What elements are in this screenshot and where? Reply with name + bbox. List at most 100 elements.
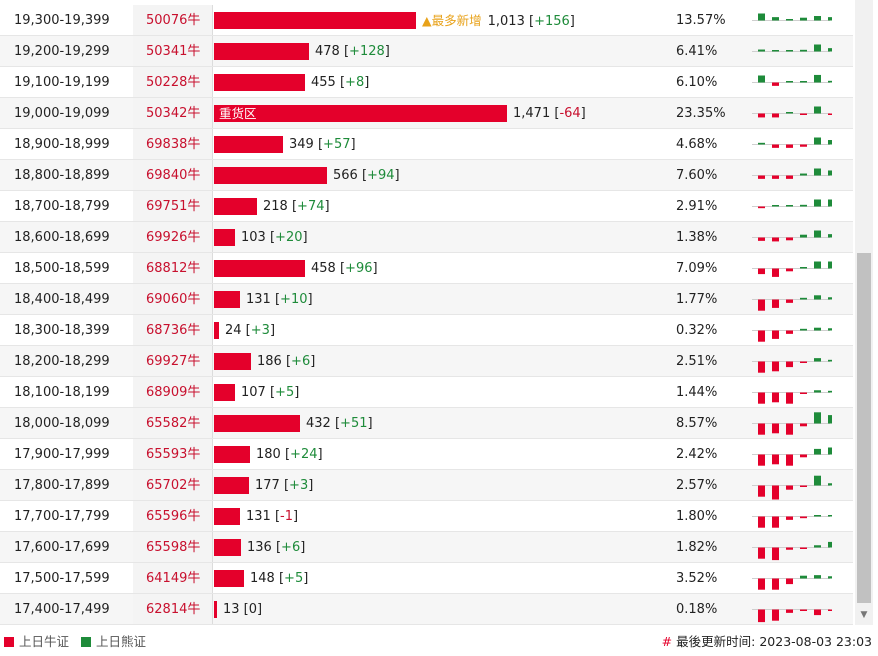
percent-share: 8.57% — [676, 416, 718, 431]
table-row: 19,200-19,299 50341牛 478 [+128] 6.41% — [0, 36, 853, 67]
sparkline-bar — [758, 547, 765, 559]
cbbc-code-link[interactable]: 62814牛 — [146, 602, 201, 617]
volume-value: 566 [+94] — [333, 168, 400, 183]
cbbc-code-link[interactable]: 65593牛 — [146, 447, 201, 462]
sparkline-bar — [828, 359, 832, 362]
sparkline-bar — [772, 268, 779, 277]
cbbc-code-link[interactable]: 68736牛 — [146, 323, 201, 338]
cbbc-code-link[interactable]: 69840牛 — [146, 168, 201, 183]
code-cell — [133, 160, 213, 190]
volume-value: 131 [-1] — [246, 509, 299, 524]
cbbc-code-link[interactable]: 69927牛 — [146, 354, 201, 369]
table-row: 18,200-18,299 69927牛 186 [+6] 2.51% — [0, 346, 853, 377]
volume-number: 566 — [333, 168, 358, 183]
sparkline-bar — [772, 17, 779, 21]
strike-range: 18,700-18,799 — [14, 199, 110, 214]
sparkline-bar — [828, 48, 832, 52]
sparkline-bar — [758, 609, 765, 623]
cbbc-code-link[interactable]: 50228牛 — [146, 75, 201, 90]
volume-change: +24 — [290, 447, 318, 462]
strike-range: 19,000-19,099 — [14, 106, 110, 121]
cbbc-code-link[interactable]: 69060牛 — [146, 292, 201, 307]
volume-value: 131 [+10] — [246, 292, 313, 307]
cbbc-code-link[interactable]: 50076牛 — [146, 13, 201, 28]
sparkline-bar — [786, 175, 793, 179]
sparkline-bar — [828, 80, 832, 83]
sparkline-bar — [814, 168, 821, 176]
volume-bar — [214, 384, 235, 401]
strike-range: 17,400-17,499 — [14, 602, 110, 617]
cbbc-code-link[interactable]: 68909牛 — [146, 385, 201, 400]
cbbc-code-link[interactable]: 65596牛 — [146, 509, 201, 524]
cbbc-code-link[interactable]: 69926牛 — [146, 230, 201, 245]
sparkline-bar — [800, 49, 807, 52]
cbbc-code-link[interactable]: 69751牛 — [146, 199, 201, 214]
code-cell — [133, 439, 213, 469]
strike-range: 18,900-18,999 — [14, 137, 110, 152]
table-row: 19,100-19,199 50228牛 455 [+8] 6.10% — [0, 67, 853, 98]
volume-bar — [214, 43, 309, 60]
volume-bar — [214, 353, 251, 370]
trend-sparkline — [752, 358, 832, 373]
sparkline-bar — [786, 609, 793, 613]
volume-number: 458 — [311, 261, 336, 276]
cbbc-code-link[interactable]: 68812牛 — [146, 261, 201, 276]
sparkline-bar — [814, 295, 821, 300]
trend-sparkline — [752, 575, 832, 590]
trend-sparkline — [752, 199, 832, 209]
sparkline-bar — [758, 330, 765, 342]
scrollbar-thumb[interactable] — [857, 253, 871, 603]
bull-swatch — [4, 637, 14, 647]
sparkline-bar — [814, 358, 821, 362]
sparkline-bar — [828, 328, 832, 331]
cbbc-code-link[interactable]: 65702牛 — [146, 478, 201, 493]
cbbc-code-link[interactable]: 69838牛 — [146, 137, 201, 152]
volume-change: +51 — [340, 416, 368, 431]
volume-change: +3 — [289, 478, 309, 493]
sparkline-bar — [772, 237, 779, 242]
sparkline-bar — [814, 327, 821, 331]
sparkline-bar — [800, 113, 807, 115]
cbbc-code-link[interactable]: 65598牛 — [146, 540, 201, 555]
table-row: 19,300-19,399 50076牛 ▲最多新增 1,013 [+156] 13.5… — [0, 5, 853, 36]
sparkline-bar — [772, 82, 779, 86]
sparkline-bar — [758, 299, 765, 311]
trend-sparkline — [752, 74, 832, 86]
percent-share: 6.41% — [676, 44, 718, 59]
cbbc-code-link[interactable]: 65582牛 — [146, 416, 201, 431]
strike-range: 18,600-18,699 — [14, 230, 110, 245]
volume-bar — [214, 260, 305, 277]
sparkline-bar — [828, 140, 832, 145]
sparkline-bar — [828, 199, 832, 207]
sparkline-bar — [814, 545, 821, 548]
sparkline-bar — [786, 205, 793, 207]
sparkline-bar — [758, 268, 765, 275]
heavy-zone-label: 重货区 — [219, 106, 257, 121]
sparkline-bar — [814, 609, 821, 616]
sparkline-bar — [828, 483, 832, 486]
table-row: 19,000-19,099 50342牛 重货区 1,471 [-64] 23.35% — [0, 98, 853, 129]
sparkline-bar — [772, 485, 779, 500]
table-row: 18,400-18,499 69060牛 131 [+10] 1.77% — [0, 284, 853, 315]
sparkline-bar — [786, 485, 793, 490]
volume-value: 432 [+51] — [306, 416, 373, 431]
sparkline-bar — [772, 516, 779, 528]
sparkline-bar — [758, 75, 765, 83]
table-row: 17,600-17,699 65598牛 136 [+6] 1.82% — [0, 532, 853, 563]
percent-share: 1.77% — [676, 292, 718, 307]
percent-share: 1.82% — [676, 540, 718, 555]
volume-number: 131 — [246, 292, 271, 307]
percent-share: 2.51% — [676, 354, 718, 369]
sparkline-bar — [800, 547, 807, 549]
volume-bar — [214, 167, 327, 184]
table-row: 17,400-17,499 62814牛 13 [0] 0.18% — [0, 594, 853, 625]
volume-change: +8 — [345, 75, 365, 90]
cbbc-code-link[interactable]: 64149牛 — [146, 571, 201, 586]
sparkline-bar — [786, 423, 793, 435]
cbbc-code-link[interactable]: 50342牛 — [146, 106, 201, 121]
sparkline-bar — [800, 392, 807, 394]
legend-bull: 上日牛证 — [4, 634, 69, 650]
scroll-down-icon[interactable]: ▼ — [860, 610, 868, 620]
volume-number: 1,471 — [513, 106, 551, 121]
cbbc-code-link[interactable]: 50341牛 — [146, 44, 201, 59]
